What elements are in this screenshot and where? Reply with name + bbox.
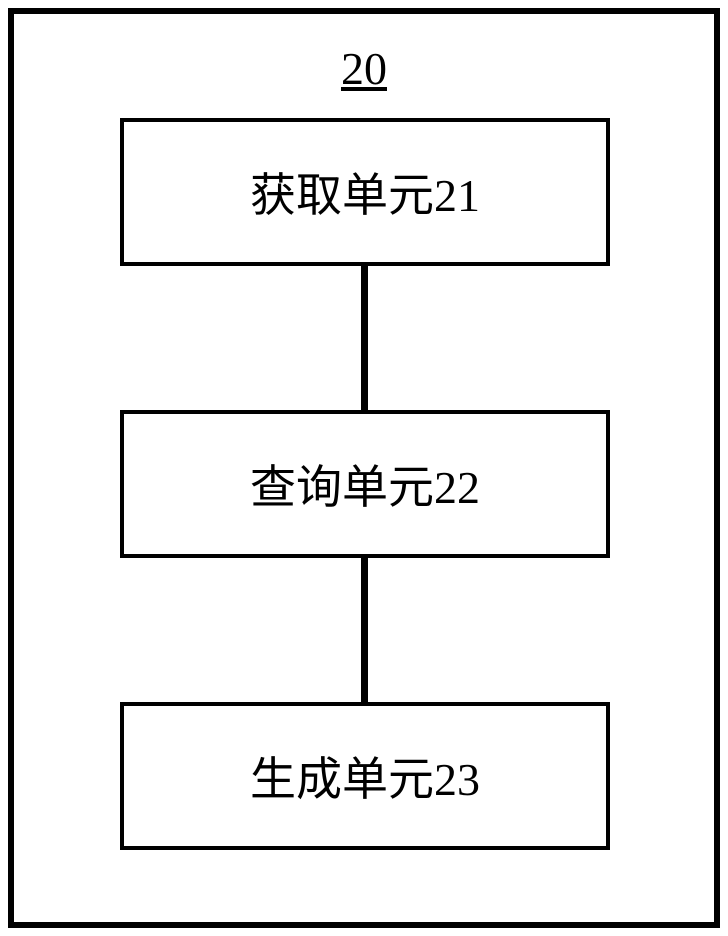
diagram-title: 20 (314, 42, 414, 95)
block-label: 查询单元22 (250, 451, 480, 517)
block-label: 获取单元21 (250, 159, 480, 225)
block-acquire-unit: 获取单元21 (120, 118, 610, 266)
connector-1 (361, 266, 368, 410)
block-generate-unit: 生成单元23 (120, 702, 610, 850)
connector-2 (361, 558, 368, 702)
block-label: 生成单元23 (250, 743, 480, 809)
block-query-unit: 查询单元22 (120, 410, 610, 558)
